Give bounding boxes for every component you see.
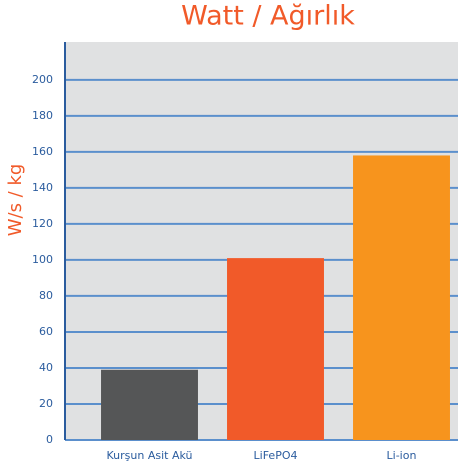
bar [353, 155, 450, 440]
x-tick-label: LiFePO4 [254, 449, 298, 462]
y-tick-label: 20 [39, 397, 53, 410]
y-axis-label: W/s / kg [5, 164, 26, 237]
y-tick-label: 180 [32, 109, 53, 122]
x-tick-label: Kurşun Asit Akü [107, 449, 193, 462]
bar [227, 258, 324, 440]
y-tick-label: 80 [39, 289, 53, 302]
y-tick-label: 0 [46, 433, 53, 446]
y-tick-label: 40 [39, 361, 53, 374]
x-tick-label: Li-ion [387, 449, 417, 462]
y-tick-label: 60 [39, 325, 53, 338]
y-tick-label: 160 [32, 145, 53, 158]
y-tick-label: 200 [32, 73, 53, 86]
y-tick-label: 100 [32, 253, 53, 266]
y-tick-label: 140 [32, 181, 53, 194]
y-tick-label: 120 [32, 217, 53, 230]
bar [101, 369, 198, 440]
chart-title: Watt / Ağırlık [181, 1, 355, 32]
